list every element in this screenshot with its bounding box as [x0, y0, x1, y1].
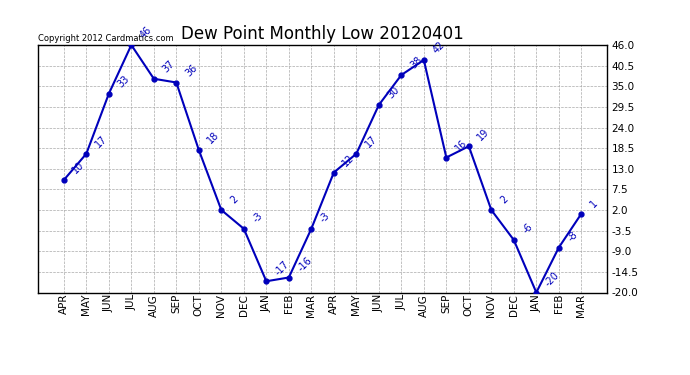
Title: Dew Point Monthly Low 20120401: Dew Point Monthly Low 20120401	[181, 26, 464, 44]
Text: -3: -3	[250, 211, 265, 225]
Text: 37: 37	[161, 59, 177, 75]
Text: 18: 18	[206, 130, 221, 146]
Text: -6: -6	[521, 222, 535, 236]
Text: 46: 46	[138, 25, 154, 41]
Text: 17: 17	[93, 134, 109, 150]
Text: 16: 16	[453, 138, 469, 153]
Text: 19: 19	[476, 126, 491, 142]
Text: 42: 42	[431, 40, 446, 56]
Text: 33: 33	[116, 74, 132, 90]
Text: 12: 12	[341, 153, 357, 168]
Text: 1: 1	[589, 198, 600, 210]
Text: 10: 10	[71, 160, 86, 176]
Text: 36: 36	[184, 63, 199, 78]
Text: -20: -20	[543, 270, 562, 288]
Text: 17: 17	[363, 134, 379, 150]
Text: -17: -17	[273, 259, 292, 277]
Text: -3: -3	[318, 211, 332, 225]
Text: -16: -16	[296, 255, 314, 273]
Text: 30: 30	[386, 85, 402, 101]
Text: 2: 2	[228, 194, 239, 206]
Text: 2: 2	[498, 194, 510, 206]
Text: 38: 38	[408, 55, 424, 71]
Text: -8: -8	[566, 230, 580, 243]
Text: Copyright 2012 Cardmatics.com: Copyright 2012 Cardmatics.com	[38, 33, 174, 42]
